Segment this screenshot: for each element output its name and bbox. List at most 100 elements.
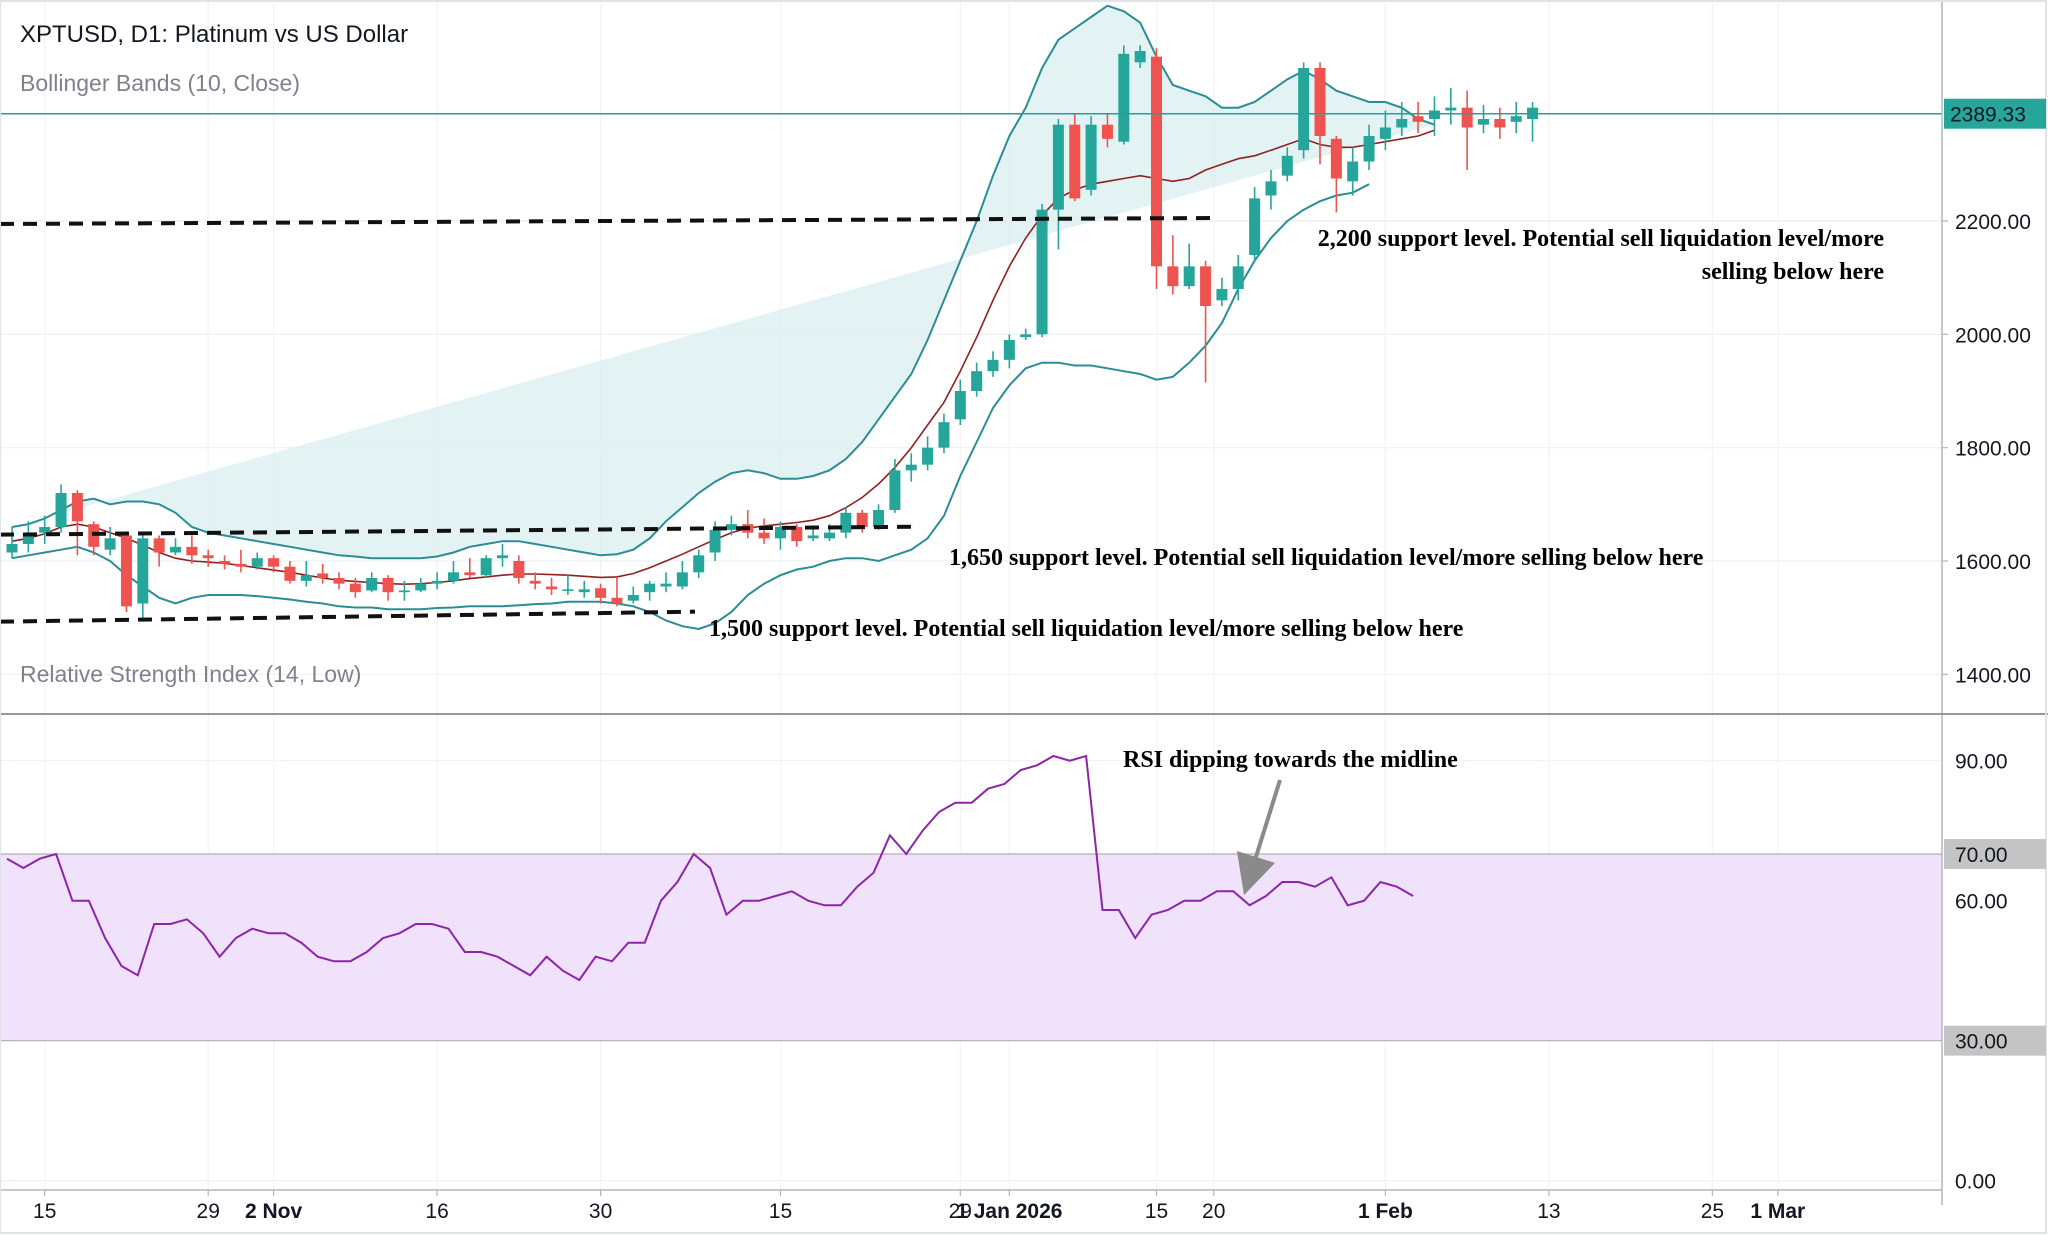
candle-body	[464, 572, 476, 576]
candle-body	[1069, 124, 1081, 199]
price-tick-label: 1800.00	[1955, 438, 2031, 461]
time-tick-label: 25	[1701, 1200, 1724, 1223]
price-tick-label: 1600.00	[1955, 551, 2031, 574]
time-tick-label: 2 Nov	[245, 1200, 303, 1223]
candle-body	[709, 529, 721, 553]
candle-body	[1478, 119, 1489, 125]
candle-body	[1167, 266, 1179, 287]
candle-body	[578, 589, 590, 593]
candle-body	[1085, 124, 1097, 190]
time-tick-label: 1 Mar	[1750, 1200, 1805, 1223]
bollinger-legend: Bollinger Bands (10, Close)	[20, 70, 300, 96]
candle-body	[873, 510, 885, 527]
candle-body	[611, 597, 623, 604]
rsi-tick-label: 90.00	[1955, 751, 2008, 774]
candle-body	[1200, 266, 1212, 306]
candle-body	[398, 590, 410, 593]
candle-body	[562, 589, 574, 591]
candle-body	[1379, 127, 1391, 139]
rsi-tick-label: 60.00	[1955, 891, 2008, 914]
time-tick-label: 15	[769, 1200, 792, 1223]
candles	[6, 45, 1539, 621]
candle-body	[513, 561, 525, 578]
bollinger-basis-line	[11, 129, 1435, 586]
candle-body	[1494, 119, 1506, 128]
rsi-series-line	[6, 754, 1414, 982]
candle-body	[1428, 110, 1440, 119]
rsi-tick-label: 70.00	[1955, 844, 2008, 867]
candle-body	[202, 555, 214, 559]
time-tick-label: 20	[1202, 1200, 1225, 1223]
candle-body	[938, 422, 950, 448]
candle-body	[1118, 53, 1130, 142]
candle-body	[300, 575, 312, 581]
candle-body	[1183, 266, 1195, 287]
support-2200-note-line1: 2,200 support level. Potential sell liqu…	[1318, 226, 1885, 252]
candle-body	[676, 572, 688, 587]
candle-body	[1347, 161, 1359, 182]
candle-body	[627, 595, 639, 601]
candle-body	[251, 558, 263, 567]
price-tick-label: 1400.00	[1955, 664, 2031, 687]
bollinger-lines	[11, 4, 1435, 631]
candle-body	[1298, 68, 1310, 151]
price-tick-label: 2200.00	[1955, 211, 2031, 234]
candle-body	[1461, 107, 1473, 128]
candle-body	[1445, 107, 1457, 111]
bollinger-lower-line	[11, 183, 1370, 631]
price-axis: 1400.00 1600.00 1800.00 2000.00 2200.00	[1942, 211, 2031, 687]
rsi-note: RSI dipping towards the midline	[1123, 747, 1458, 773]
candle-body	[1281, 155, 1293, 176]
candle-body	[725, 524, 737, 530]
rsi-level-tag	[1944, 1025, 2046, 1056]
support-1500-line	[0, 609, 696, 624]
time-tick-label: 15	[33, 1200, 56, 1223]
rsi-tick-label: 30.00	[1955, 1031, 2008, 1054]
candle-body	[55, 493, 67, 527]
candle-body	[1412, 116, 1424, 122]
support-1650-note: 1,650 support level. Potential sell liqu…	[949, 545, 1704, 571]
candle-body	[6, 544, 18, 553]
rsi-band	[0, 854, 1942, 1041]
candle-body	[22, 532, 34, 544]
candle-body	[1510, 116, 1522, 122]
candle-body	[333, 578, 345, 584]
time-tick-label: 1 Feb	[1358, 1200, 1413, 1223]
candle-body	[1134, 51, 1146, 63]
candle-body	[1003, 340, 1015, 360]
candle-body	[1249, 198, 1261, 255]
candle-body	[153, 538, 165, 553]
current-price-tag: 2389.33	[1944, 98, 2046, 129]
current-price-label: 2389.33	[1950, 104, 2026, 127]
candle-body	[317, 573, 329, 578]
candle-body	[1314, 68, 1326, 136]
candle-body	[366, 578, 378, 591]
candle-body	[497, 555, 508, 559]
candle-body	[431, 580, 443, 584]
candle-body	[219, 561, 231, 564]
candle-body	[1036, 209, 1048, 335]
price-tick-label: 2000.00	[1955, 324, 2031, 347]
candle-body	[922, 447, 934, 465]
candle-body	[758, 532, 770, 539]
candle-body	[954, 391, 966, 420]
candle-body	[1216, 289, 1228, 301]
candle-body	[1020, 334, 1032, 338]
support-1500-note: 1,500 support level. Potential sell liqu…	[709, 616, 1464, 642]
support-lines	[0, 216, 1213, 624]
rsi-level-tag	[1944, 839, 2046, 869]
candle-body	[644, 583, 656, 593]
candle-body	[1232, 266, 1244, 289]
candle-body	[546, 586, 558, 590]
support-1650-line	[0, 524, 921, 537]
candle-body	[415, 583, 427, 591]
rsi-legend: Relative Strength Index (14, Low)	[20, 661, 361, 687]
rsi-tick-label: 0.00	[1955, 1171, 1996, 1194]
rsi-line	[6, 754, 1414, 982]
time-axis: 15 29 2 Nov 16 30 15 291 Jan 2026 15 20 1 Feb 13 25…	[33, 1190, 1805, 1223]
candle-body	[71, 493, 83, 522]
time-tick-label: 29	[197, 1200, 220, 1223]
candle-body	[120, 535, 132, 607]
